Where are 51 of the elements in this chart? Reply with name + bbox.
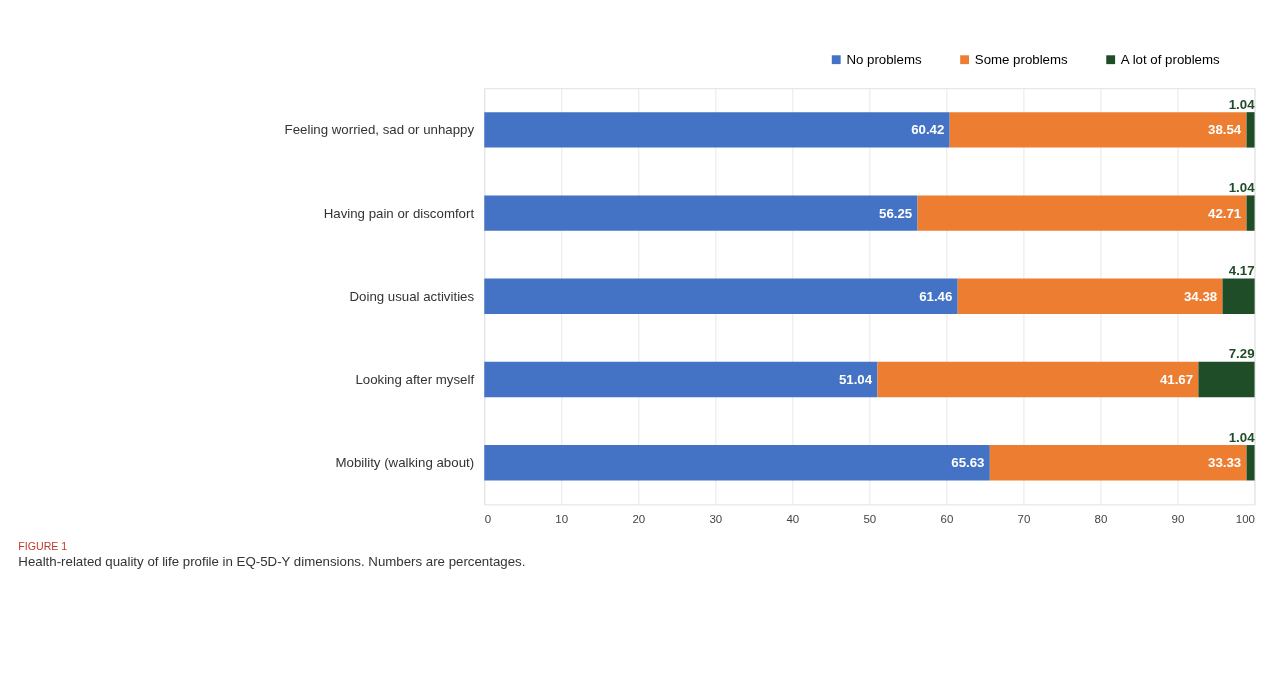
bar <box>1246 445 1255 481</box>
data-label: 61.46 <box>919 288 953 304</box>
data-label: 38.54 <box>1208 122 1242 138</box>
x-tick-label: 40 <box>786 512 800 525</box>
x-tick-label: 90 <box>1171 512 1185 525</box>
data-label: 60.42 <box>911 122 945 138</box>
data-label: 33.33 <box>1208 455 1242 471</box>
data-label: 1.04 <box>1228 179 1256 195</box>
x-tick-label: 80 <box>1094 512 1108 525</box>
x-tick-label: 60 <box>940 512 954 525</box>
x-tick-label: 70 <box>1017 512 1031 525</box>
y-tick-label: Having pain or discomfort <box>323 205 475 221</box>
y-tick-label: Mobility (walking about) <box>335 455 475 471</box>
y-tick-label: Feeling worried, sad or unhappy <box>284 122 475 138</box>
x-tick-label: 30 <box>709 512 723 525</box>
bar <box>1246 112 1255 148</box>
legend-label: A lot of problems <box>1120 52 1221 68</box>
data-label: 56.25 <box>879 205 913 221</box>
bar <box>484 195 918 231</box>
data-label: 34.38 <box>1184 288 1218 304</box>
legend-label: No problems <box>846 52 922 68</box>
x-tick-label: 50 <box>863 512 877 525</box>
data-label: 1.04 <box>1228 429 1256 445</box>
x-tick-label: 100 <box>1235 512 1255 525</box>
bar <box>1246 195 1255 231</box>
data-label: 1.04 <box>1228 96 1256 112</box>
data-label: 7.29 <box>1228 346 1255 362</box>
y-tick-label: Looking after myself <box>355 371 475 387</box>
bar <box>484 361 878 398</box>
data-label: 65.63 <box>951 455 985 471</box>
bar <box>949 112 1247 148</box>
bar <box>484 278 958 315</box>
bar <box>957 278 1223 315</box>
data-label: 41.67 <box>1159 371 1194 387</box>
bar <box>917 195 1247 231</box>
data-label: 4.17 <box>1228 263 1255 279</box>
bar <box>989 445 1247 481</box>
data-label: 51.04 <box>838 371 873 387</box>
legend-label: Some problems <box>974 52 1069 68</box>
caption: FIGURE 1 <box>18 540 68 553</box>
x-tick-label: 20 <box>632 512 646 525</box>
bar <box>877 361 1199 398</box>
x-tick-label: 10 <box>555 512 569 525</box>
bar <box>1222 278 1255 315</box>
text: Health-related quality of life profile in EQ-5D-Y dimensions. Numbers are percentages. <box>18 554 526 570</box>
data-label: 42.71 <box>1208 205 1242 221</box>
bar <box>1198 361 1255 398</box>
x-tick-label: 0 <box>484 512 492 525</box>
y-tick-label: Doing usual activities <box>349 288 475 304</box>
bar <box>484 112 950 148</box>
bar <box>484 445 990 481</box>
